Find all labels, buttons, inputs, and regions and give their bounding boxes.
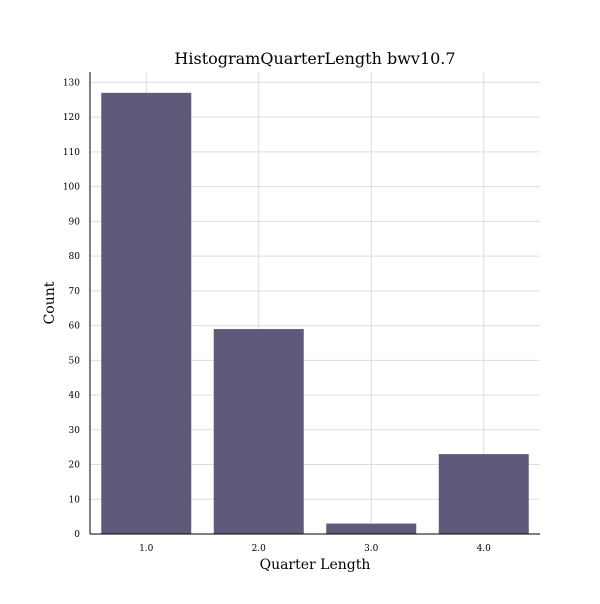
x-axis-label: Quarter Length bbox=[260, 557, 371, 573]
bar-2.0 bbox=[213, 329, 304, 534]
x-tick-label: 2.0 bbox=[252, 544, 267, 554]
y-tick-label: 30 bbox=[69, 426, 81, 436]
y-tick-label: 60 bbox=[69, 322, 81, 332]
y-tick-label: 20 bbox=[69, 461, 81, 471]
y-axis-label: Count bbox=[42, 281, 58, 324]
bar-4.0 bbox=[438, 454, 529, 534]
x-tick-label: 4.0 bbox=[477, 544, 492, 554]
bar-3.0 bbox=[326, 523, 417, 534]
bar-1.0 bbox=[101, 92, 192, 534]
y-tick-label: 120 bbox=[63, 113, 80, 123]
x-tick-labels: 1.0 2.0 3.0 4.0 bbox=[139, 544, 491, 554]
y-tick-label: 100 bbox=[63, 183, 80, 193]
axis-layer bbox=[89, 72, 540, 535]
y-tick-label: 40 bbox=[69, 391, 81, 401]
y-tick-label: 80 bbox=[69, 252, 81, 262]
x-tick-label: 1.0 bbox=[139, 544, 154, 554]
y-tick-label: 0 bbox=[74, 530, 80, 540]
y-tick-labels: 0 10 20 30 40 50 60 70 80 90 100 110 120 130 bbox=[63, 78, 80, 540]
y-tick-label: 110 bbox=[63, 148, 80, 158]
y-tick-label: 50 bbox=[69, 356, 81, 366]
y-tick-label: 70 bbox=[69, 287, 81, 297]
y-tick-label: 130 bbox=[63, 78, 80, 88]
x-tick-label: 3.0 bbox=[364, 544, 379, 554]
y-tick-label: 90 bbox=[69, 217, 81, 227]
chart-title: HistogramQuarterLength bwv10.7 bbox=[174, 49, 455, 68]
y-tick-label: 10 bbox=[69, 495, 81, 505]
bar-layer bbox=[101, 92, 529, 534]
